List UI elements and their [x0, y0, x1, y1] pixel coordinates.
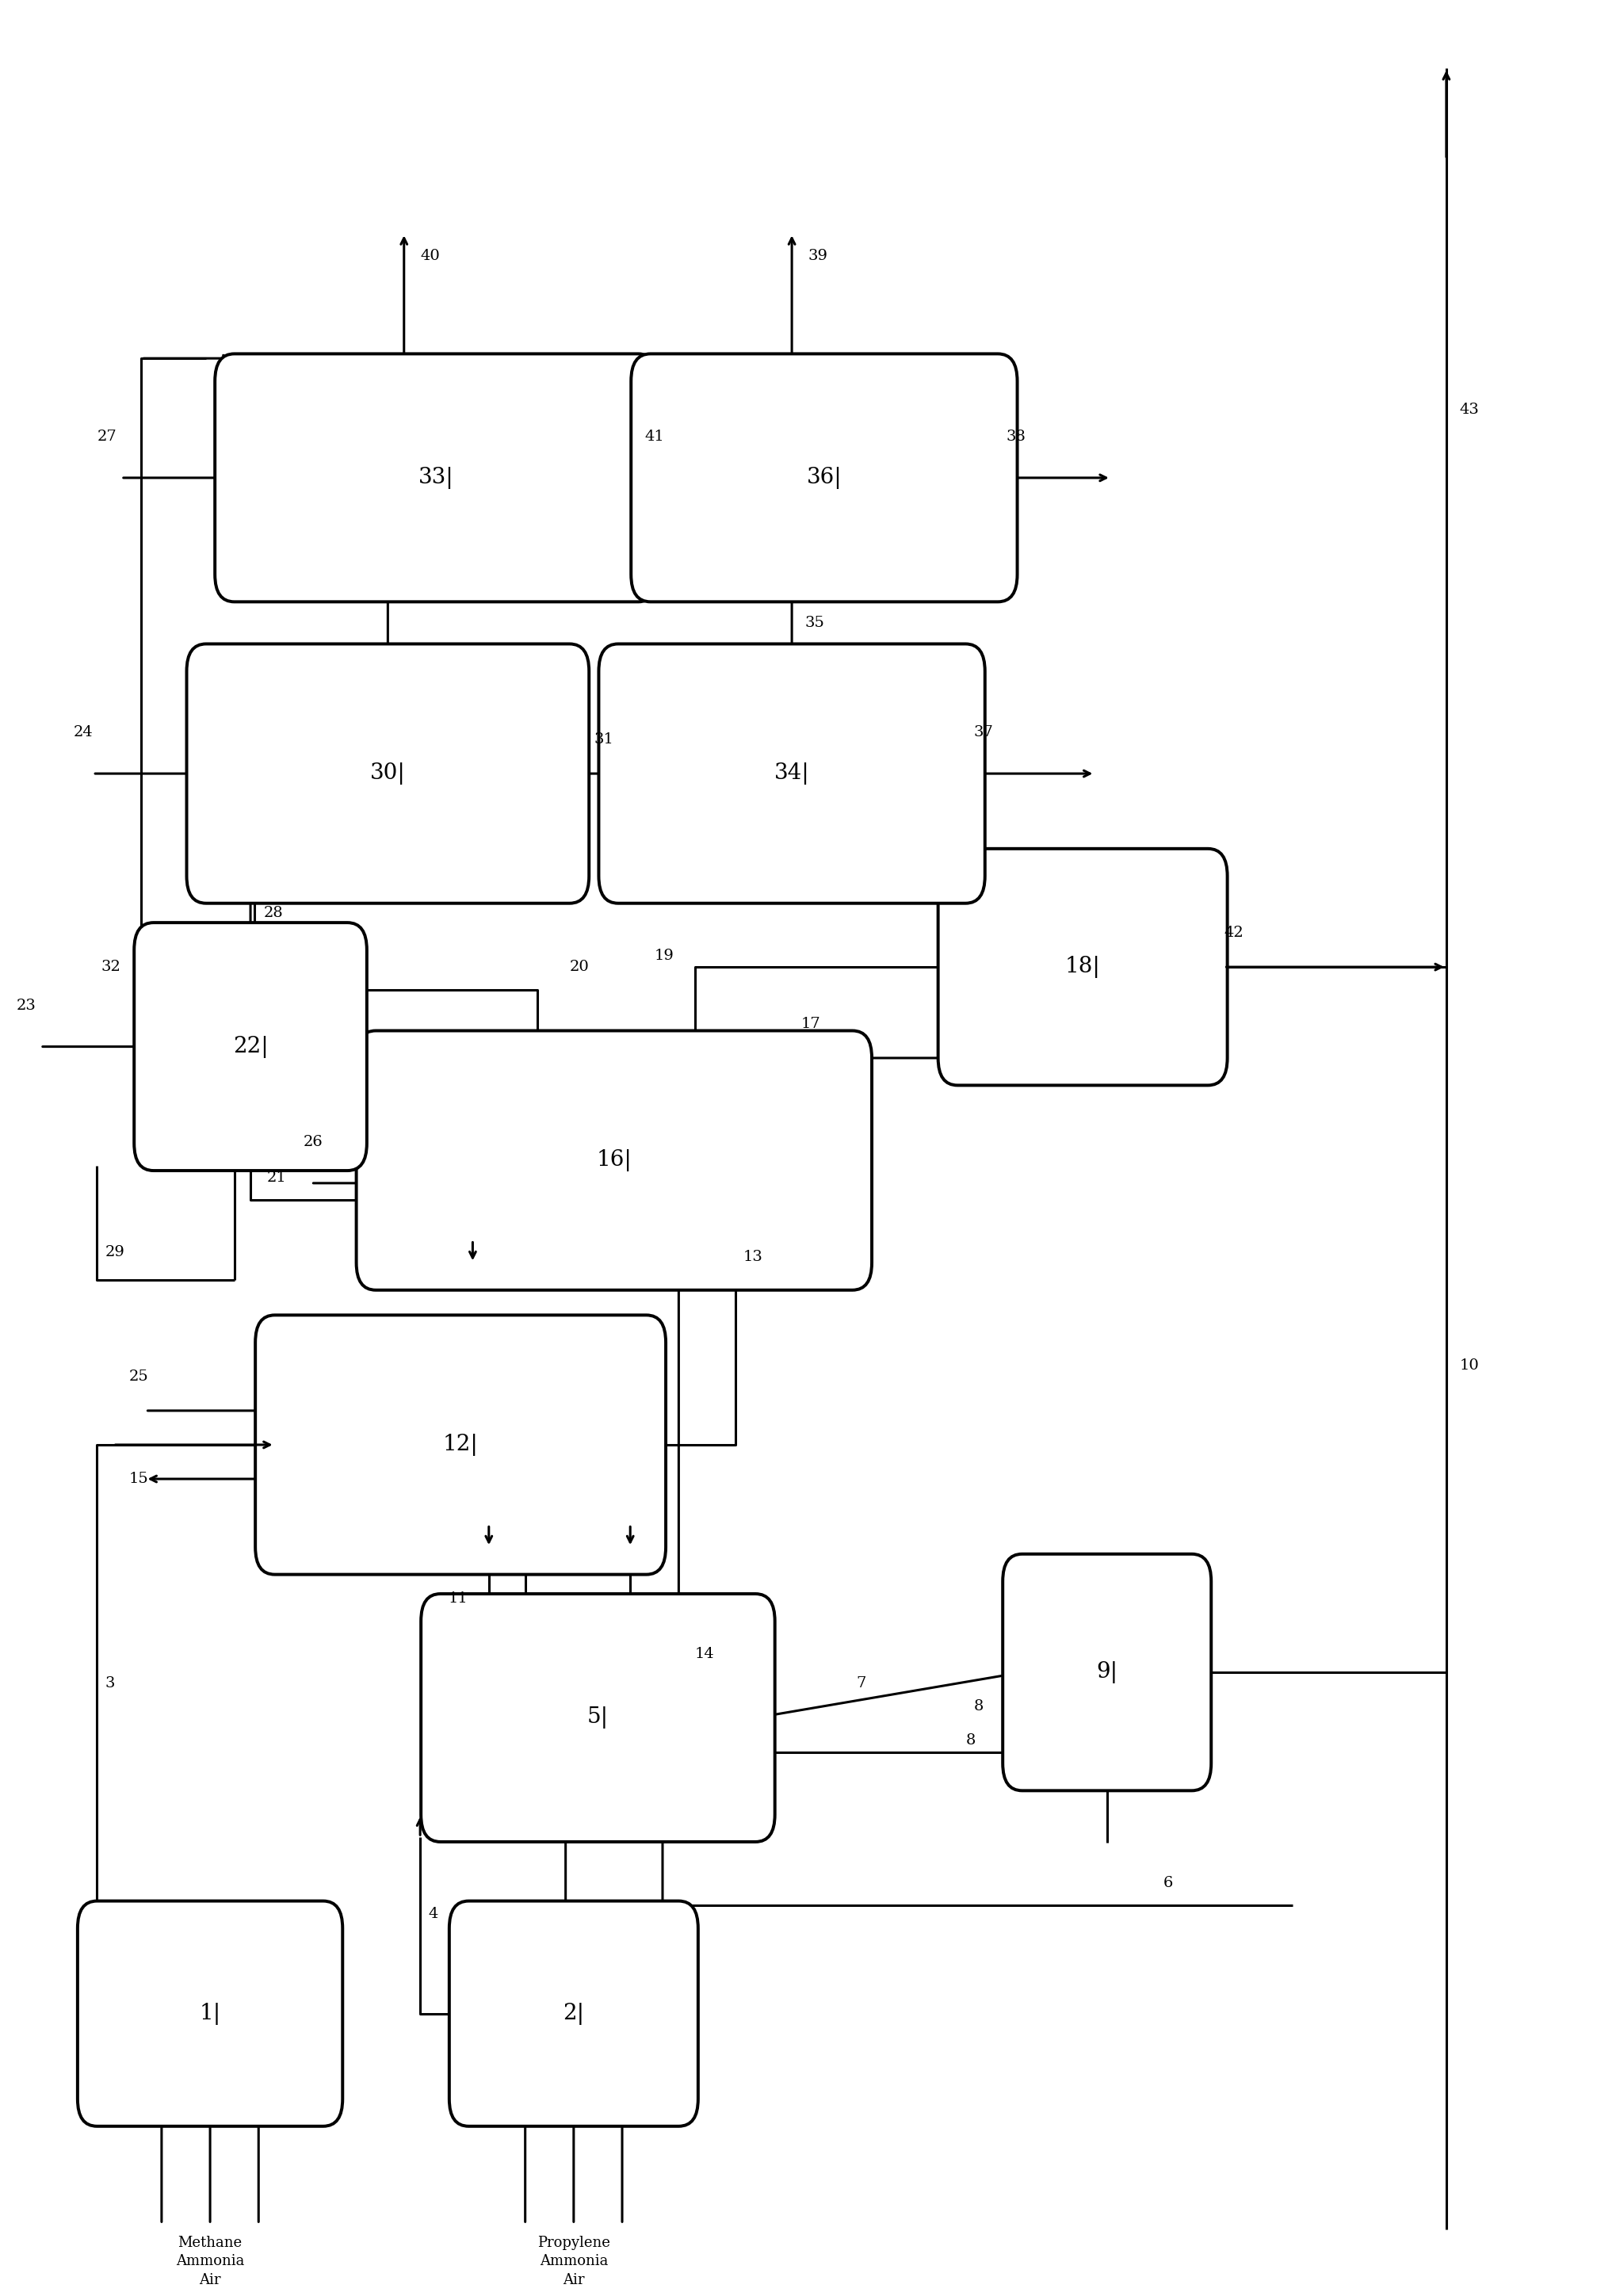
Text: 39: 39: [808, 248, 827, 264]
Text: 30|: 30|: [370, 762, 406, 785]
FancyBboxPatch shape: [215, 354, 658, 602]
Text: 20: 20: [569, 960, 590, 974]
Text: 8: 8: [973, 1699, 984, 1713]
Text: 16|: 16|: [596, 1150, 632, 1171]
Text: 10: 10: [1459, 1357, 1479, 1373]
FancyBboxPatch shape: [937, 850, 1228, 1086]
Text: Propylene
Ammonia
Air: Propylene Ammonia Air: [537, 2236, 611, 2287]
Text: 31: 31: [593, 732, 614, 746]
FancyBboxPatch shape: [255, 1316, 666, 1575]
Text: 32: 32: [100, 960, 121, 974]
Text: 22|: 22|: [233, 1035, 268, 1058]
Text: 1|: 1|: [199, 2002, 221, 2025]
Text: 18|: 18|: [1065, 955, 1100, 978]
FancyBboxPatch shape: [134, 923, 367, 1171]
Text: 21: 21: [267, 1171, 286, 1185]
Text: 43: 43: [1459, 402, 1479, 416]
Text: 5|: 5|: [587, 1706, 609, 1729]
FancyBboxPatch shape: [630, 354, 1018, 602]
Text: 19: 19: [654, 948, 674, 962]
Text: 14: 14: [695, 1646, 714, 1662]
Text: 27: 27: [97, 429, 116, 443]
Text: 6: 6: [1164, 1876, 1173, 1890]
Text: 11: 11: [448, 1591, 469, 1605]
FancyBboxPatch shape: [186, 643, 588, 902]
Text: Methane
Ammonia
Air: Methane Ammonia Air: [176, 2236, 244, 2287]
Text: 9|: 9|: [1096, 1662, 1118, 1683]
Text: 26: 26: [302, 1134, 323, 1150]
Text: 36|: 36|: [806, 466, 842, 489]
Text: 28: 28: [263, 907, 283, 921]
Text: 38: 38: [1005, 429, 1026, 443]
Text: 8: 8: [966, 1733, 976, 1747]
Text: 33|: 33|: [419, 466, 454, 489]
FancyBboxPatch shape: [598, 643, 984, 902]
Text: 34|: 34|: [774, 762, 810, 785]
FancyBboxPatch shape: [78, 1901, 343, 2126]
FancyBboxPatch shape: [449, 1901, 698, 2126]
Text: 3: 3: [105, 1676, 115, 1690]
Text: 41: 41: [645, 429, 664, 443]
Text: 40: 40: [420, 248, 440, 264]
FancyBboxPatch shape: [1002, 1554, 1212, 1791]
Text: 29: 29: [105, 1244, 124, 1261]
Text: 23: 23: [16, 999, 36, 1013]
Text: 13: 13: [743, 1249, 763, 1265]
Text: 12|: 12|: [443, 1433, 478, 1456]
Text: 25: 25: [129, 1368, 149, 1384]
Text: 15: 15: [129, 1472, 149, 1486]
Text: 17: 17: [800, 1017, 821, 1031]
Text: 7: 7: [856, 1676, 866, 1690]
Text: 42: 42: [1225, 925, 1244, 939]
Text: 35: 35: [805, 615, 824, 629]
Text: 4: 4: [428, 1908, 438, 1922]
FancyBboxPatch shape: [420, 1593, 774, 1841]
Text: 37: 37: [973, 726, 994, 739]
Text: 24: 24: [74, 726, 94, 739]
Text: 2|: 2|: [562, 2002, 585, 2025]
FancyBboxPatch shape: [356, 1031, 873, 1290]
